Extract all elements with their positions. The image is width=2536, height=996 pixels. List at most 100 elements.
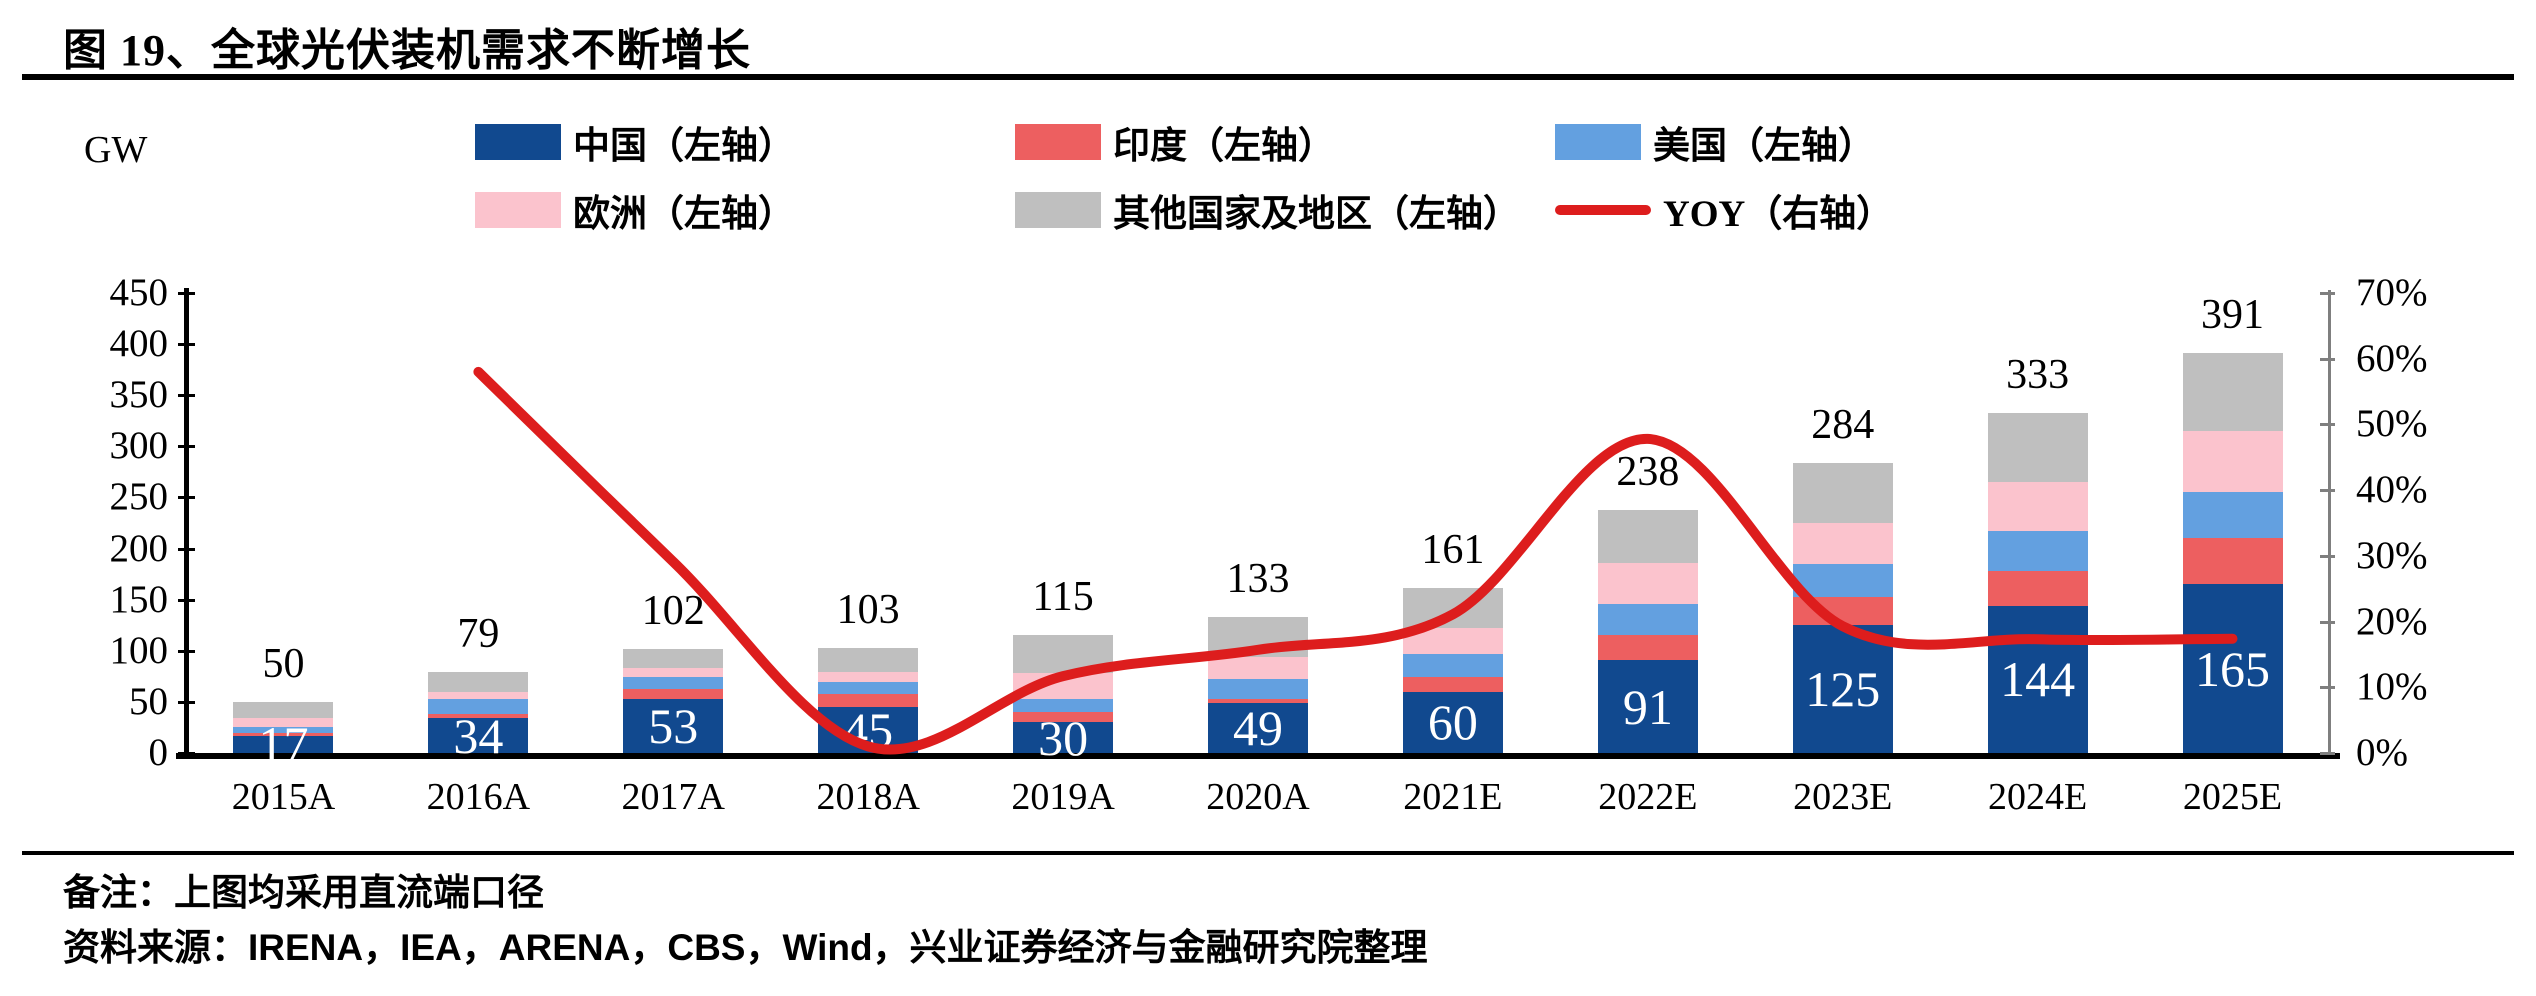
x-axis-label-2024E: 2024E <box>1988 776 2088 818</box>
left-axis-tick <box>178 752 195 755</box>
left-axis-tick <box>178 445 195 449</box>
bar-segment-2018A-s3 <box>818 672 919 683</box>
left-axis-tick <box>178 394 195 398</box>
bar-segment-2022E-s4 <box>1597 509 1698 563</box>
legend-swatch-europe <box>475 192 561 228</box>
left-axis-tick <box>178 700 195 704</box>
left-axis-tick <box>178 496 195 500</box>
bar-segment-2022E-s2 <box>1597 603 1698 636</box>
legend-swatch-usa <box>1555 124 1641 160</box>
legend-item-china: 中国（左轴） <box>475 120 795 167</box>
bar-inner-label-2025E: 165 <box>2195 640 2271 697</box>
bar-segment-2018A-s1 <box>818 693 919 707</box>
bar-segment-2023E-s2 <box>1792 563 1893 597</box>
bar-segment-2018A-s2 <box>818 682 919 694</box>
left-axis-tick <box>178 292 195 295</box>
legend-swatch-others <box>1015 192 1101 228</box>
legend-label-yoy: YOY（右轴） <box>1663 194 1894 235</box>
legend-swatch-yoy-line <box>1555 205 1651 215</box>
left-axis-tick-label: 150 <box>109 577 169 621</box>
bar-segment-2024E-s2 <box>1987 531 2088 572</box>
left-axis-tick-label: 400 <box>109 322 169 366</box>
left-axis-tick-label: 350 <box>109 373 169 417</box>
x-axis-label-2020A: 2020A <box>1206 776 1310 818</box>
right-axis-tick-label: 60% <box>2356 336 2428 380</box>
bar-segment-2023E-s0 <box>1792 625 1893 753</box>
bar-segment-2019A-s1 <box>1013 712 1114 723</box>
left-axis-unit-label: GW <box>84 129 148 171</box>
bar-inner-label-2024E: 144 <box>2000 651 2076 708</box>
bar-segment-2016A-s1 <box>428 714 529 719</box>
bar-segment-2017A-s0 <box>623 698 724 753</box>
bar-segment-2020A-s2 <box>1208 679 1308 699</box>
bar-segment-2025E-s2 <box>2182 492 2283 539</box>
bar-segment-2021E-s2 <box>1402 653 1503 678</box>
right-axis-tick-label: 0% <box>2356 731 2408 774</box>
legend-item-india: 印度（左轴） <box>1015 120 1335 167</box>
bar-total-label-2024E: 333 <box>2006 351 2070 398</box>
left-axis-tick <box>178 598 195 602</box>
left-axis-tick-label: 0 <box>148 731 169 774</box>
legend-swatch-china <box>475 124 561 160</box>
bar-segment-2016A-s4 <box>428 672 529 692</box>
bar-segment-2024E-s0 <box>1987 605 2088 753</box>
right-axis-tick-label: 40% <box>2356 468 2428 512</box>
bar-total-label-2016A: 79 <box>457 611 500 658</box>
bar-segment-2020A-s3 <box>1208 656 1308 680</box>
bar-total-label-2017A: 102 <box>641 587 705 634</box>
yoy-line-chart <box>473 366 2238 755</box>
bar-total-label-2022E: 238 <box>1616 448 1680 495</box>
x-axis-label-2025E: 2025E <box>2182 776 2283 818</box>
bar-segment-2024E-s3 <box>1987 482 2088 532</box>
bar-inner-label-2023E: 125 <box>1805 661 1881 718</box>
bar-segment-2019A-s0 <box>1013 722 1114 753</box>
bar-segment-2015A-s1 <box>233 732 334 736</box>
notes-divider <box>22 851 2514 855</box>
right-axis-tick <box>2320 489 2335 493</box>
bar-segment-2025E-s3 <box>2182 431 2283 493</box>
right-axis-tick <box>2320 686 2335 690</box>
legend-label-usa: 美国（左轴） <box>1653 126 1875 167</box>
legend-label-others: 其他国家及地区（左轴） <box>1113 194 1520 235</box>
right-axis-tick-label: 70% <box>2356 271 2428 314</box>
left-axis-tick-label: 450 <box>109 271 169 314</box>
legend-item-europe: 欧洲（左轴） <box>475 188 795 235</box>
bar-inner-label-2020A: 49 <box>1233 699 1283 756</box>
x-axis-label-2021E: 2021E <box>1403 776 1503 818</box>
right-axis-tick-label: 30% <box>2356 533 2428 577</box>
bar-segment-2017A-s1 <box>623 688 724 699</box>
bar-total-label-2020A: 133 <box>1226 556 1290 603</box>
left-axis-tick <box>178 649 195 653</box>
left-axis-tick-label: 50 <box>129 679 168 723</box>
bar-inner-label-2015A: 17 <box>258 716 309 773</box>
bar-segment-2022E-s1 <box>1597 635 1698 660</box>
bar-segment-2015A-s0 <box>233 735 334 753</box>
bar-segment-2016A-s2 <box>428 698 529 715</box>
bar-segment-2021E-s0 <box>1402 691 1503 753</box>
bar-segment-2017A-s3 <box>623 668 724 678</box>
bar-total-label-2018A: 103 <box>836 586 900 633</box>
bar-segment-2022E-s3 <box>1597 562 1698 604</box>
right-axis-tick <box>2320 554 2335 558</box>
bar-segment-2023E-s4 <box>1792 462 1893 523</box>
bar-segment-2015A-s4 <box>233 701 334 719</box>
bar-segment-2024E-s1 <box>1987 571 2088 606</box>
right-axis-tick <box>2320 752 2335 755</box>
right-axis-tick <box>2320 620 2335 624</box>
bar-segment-2021E-s1 <box>1402 677 1503 692</box>
legend-label-china: 中国（左轴） <box>573 126 795 167</box>
bar-segment-2024E-s4 <box>1987 412 2088 483</box>
legend-label-india: 印度（左轴） <box>1113 126 1335 167</box>
x-axis-label-2017A: 2017A <box>621 776 725 818</box>
bar-total-label-2021E: 161 <box>1421 527 1485 574</box>
left-axis-tick-label: 250 <box>109 475 169 519</box>
bar-total-label-2019A: 115 <box>1032 574 1094 621</box>
right-axis-tick-label: 10% <box>2356 665 2428 709</box>
yoy-line-path <box>473 366 2238 755</box>
bar-segment-2017A-s2 <box>623 677 724 689</box>
right-axis-tick-label: 20% <box>2356 599 2428 643</box>
bar-segment-2015A-s2 <box>233 727 334 733</box>
bar-segment-2025E-s1 <box>2182 538 2283 585</box>
x-axis-label-2019A: 2019A <box>1011 776 1115 818</box>
